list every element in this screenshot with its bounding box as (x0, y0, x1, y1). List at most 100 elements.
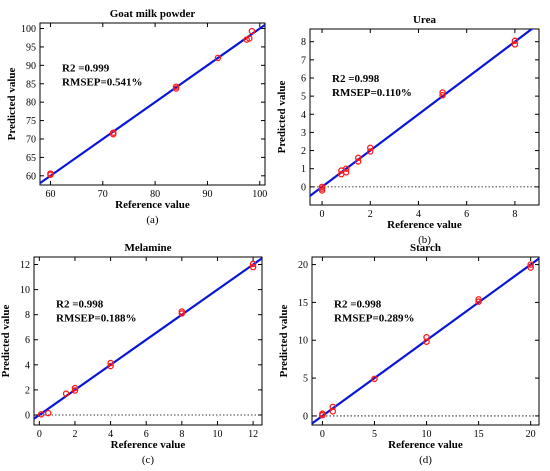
rmsep-annotation: RMSEP=0.289% (334, 312, 415, 324)
y-tick-label: 65 (26, 153, 36, 164)
data-point (45, 409, 52, 417)
data-point (178, 308, 186, 315)
panel-title: Goat milk powder (110, 8, 196, 20)
chart-panel-1: 60 70 80 90 100 60 65 70 75 80 85 90 95 100 Goat milk … (6, 8, 267, 226)
x-tick-label: 6 (144, 429, 149, 440)
x-tick-label: 90 (202, 189, 212, 200)
plot-area (310, 29, 539, 197)
plot-area (40, 23, 265, 185)
panel-title: Urea (413, 14, 437, 26)
plot-area (34, 257, 262, 420)
x-tick-label: 8 (512, 209, 517, 220)
data-point (47, 170, 54, 177)
data-point (367, 148, 374, 155)
y-tick-label: 70 (26, 134, 36, 145)
r-squared-annotation: R2 =0.998 (334, 298, 382, 310)
x-tick-label: 4 (416, 209, 421, 220)
y-tick-label: 6 (301, 73, 306, 84)
x-tick-label: 12 (248, 429, 258, 440)
r-squared-annotation: R2 =0.998 (56, 298, 104, 310)
data-point (107, 362, 114, 370)
x-tick-label: 2 (72, 429, 77, 440)
y-axis-label: Predicted value (6, 67, 18, 140)
y-axis-label: Predicted value (0, 304, 12, 377)
y-tick-label: 6 (25, 335, 30, 346)
y-tick-label: 75 (26, 116, 36, 127)
panel-label: (d) (419, 454, 432, 466)
y-tick-label: 85 (26, 79, 36, 90)
data-point (319, 410, 326, 417)
data-point (527, 264, 534, 271)
data-point (423, 338, 430, 346)
y-tick-label: 5 (303, 374, 308, 385)
x-tick-label: 0 (320, 209, 325, 220)
plot-area (312, 257, 539, 425)
data-point (371, 375, 378, 383)
y-tick-label: 15 (298, 298, 308, 309)
data-point (248, 27, 256, 35)
x-tick-label: 2 (368, 209, 373, 220)
y-tick-label: 7 (301, 55, 306, 66)
data-point (249, 263, 257, 271)
y-tick-label: 20 (298, 260, 308, 271)
x-axis-label: Reference value (388, 439, 463, 451)
plot-frame (309, 28, 540, 206)
chart-panel-2: 0 2 4 6 8 0 1 2 3 4 5 6 7 8 Urea Reference value Predict… (276, 14, 540, 246)
data-point (439, 89, 446, 96)
y-tick-label: 0 (25, 410, 30, 421)
data-point (107, 359, 114, 367)
x-tick-label: 100 (252, 189, 267, 200)
regression-line (34, 257, 262, 420)
data-point (172, 83, 180, 90)
x-axis-label: Reference value (387, 219, 462, 231)
x-tick-label: 20 (526, 429, 536, 440)
rmsep-annotation: RMSEP=0.541% (62, 77, 143, 89)
data-point (342, 169, 350, 176)
chart-panel-3: 0 2 4 6 8 10 12 0 2 4 6 8 10 12 Melamine Reference valu… (0, 242, 263, 466)
data-point (110, 129, 117, 136)
r-squared-annotation: R2 =0.998 (332, 73, 380, 85)
y-tick-label: 0 (303, 411, 308, 422)
data-point (423, 333, 430, 341)
x-tick-label: 0 (320, 429, 325, 440)
x-tick-label: 70 (98, 189, 108, 200)
x-tick-label: 5 (372, 429, 377, 440)
data-point (71, 387, 79, 394)
panel-label: (b) (418, 234, 431, 246)
data-point (249, 260, 257, 268)
regression-line (40, 23, 265, 185)
y-tick-label: 4 (301, 110, 306, 121)
y-tick-label: 8 (25, 310, 30, 321)
regression-line (312, 257, 539, 425)
data-point (37, 411, 45, 418)
x-axis-label: Reference value (115, 199, 190, 211)
data-point (511, 41, 519, 48)
y-axis-label: Predicted value (278, 304, 290, 377)
panel-title: Melamine (124, 242, 171, 254)
y-axis-label: Predicted value (276, 80, 288, 153)
rmsep-annotation: RMSEP=0.110% (332, 87, 412, 99)
data-point (475, 298, 482, 305)
data-point (342, 165, 350, 172)
data-point (475, 296, 482, 303)
data-point (354, 158, 362, 165)
data-point (354, 154, 362, 162)
y-tick-label: 8 (301, 37, 306, 48)
y-tick-label: 60 (26, 171, 36, 182)
x-tick-label: 8 (179, 429, 184, 440)
y-tick-label: 5 (301, 92, 306, 103)
data-point (511, 37, 519, 45)
x-tick-label: 10 (422, 429, 432, 440)
data-point (214, 54, 222, 62)
x-tick-label: 4 (108, 429, 113, 440)
y-tick-label: 100 (21, 24, 36, 35)
panel-title: Starch (410, 242, 441, 254)
data-point (246, 35, 253, 42)
rmsep-annotation: RMSEP=0.188% (56, 312, 137, 324)
data-point (71, 384, 79, 392)
data-point (62, 390, 70, 397)
x-axis-label: Reference value (111, 439, 186, 451)
y-tick-label: 95 (26, 42, 36, 53)
x-tick-label: 0 (37, 429, 42, 440)
